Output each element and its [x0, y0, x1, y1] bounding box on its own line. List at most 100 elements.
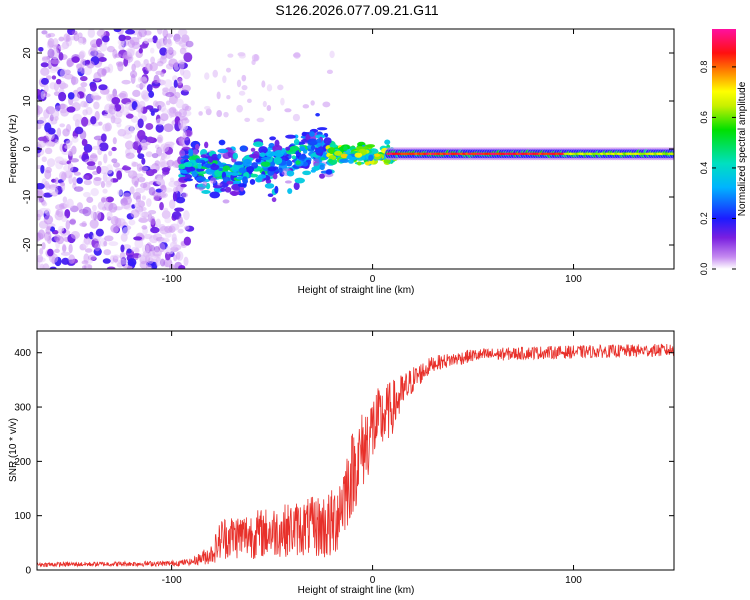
heatmap-cell [70, 76, 79, 85]
heatmap-cell [210, 176, 217, 184]
heatmap-cell [132, 89, 141, 98]
heatmap-cell [191, 170, 198, 178]
heatmap-cell [325, 169, 333, 175]
heatmap-cell [158, 192, 168, 199]
heatmap-cell [45, 166, 52, 174]
heatmap-cell [229, 149, 237, 154]
snr-axis-ticks: -100 0 100 0 100 200 300 400 [14, 331, 674, 586]
heatmap-cell [137, 176, 146, 183]
heatmap-cell [277, 84, 284, 91]
heatmap-cell [316, 127, 328, 131]
heatmap-cell [172, 191, 177, 202]
heatmap-cell [183, 210, 190, 221]
heatmap-cell [286, 170, 295, 177]
heatmap-cell [266, 104, 272, 112]
heatmap-cell [284, 108, 292, 113]
heatmap-cell [181, 192, 189, 198]
heatmap-cell [106, 211, 113, 220]
heatmap-cell [195, 158, 201, 164]
heatmap-cell [140, 206, 147, 212]
heatmap-cell [316, 138, 322, 143]
heatmap-cell [302, 170, 312, 176]
heatmap-cell [82, 191, 91, 198]
heatmap-cell [100, 133, 107, 142]
colorbar-tick-label: 0.4 [699, 162, 709, 175]
heatmap-cell [242, 159, 252, 167]
heatmap-cell [68, 148, 74, 157]
heatmap-cell [241, 84, 248, 91]
heatmap-cell [91, 204, 97, 212]
heatmap-cell [162, 87, 170, 92]
heatmap-cell [78, 209, 89, 214]
heatmap-cell [171, 233, 177, 242]
heatmap-cell [182, 37, 190, 43]
heatmap-cell [86, 164, 97, 170]
heatmap-cell [223, 111, 229, 118]
heatmap-cell [305, 134, 311, 141]
heatmap-cell [274, 185, 279, 194]
heatmap-cell [205, 163, 212, 169]
heatmap-cell [63, 33, 70, 42]
heatmap-cell [95, 228, 104, 237]
heatmap-cell [178, 119, 184, 130]
heatmap-cell [176, 251, 184, 261]
heatmap-cell [82, 175, 90, 180]
heatmap-cell [37, 136, 48, 142]
heatmap-cell [182, 137, 190, 141]
heatmap-cell [225, 67, 231, 73]
heatmap-cell [293, 182, 300, 191]
heatmap-cell [58, 52, 64, 61]
heatmap-cell [135, 105, 143, 113]
heatmap-cell [285, 134, 296, 139]
heatmap-cell [286, 160, 293, 167]
heatmap-cell [90, 187, 99, 197]
heatmap-cell [93, 177, 102, 182]
heatmap-cell [70, 231, 80, 240]
heatmap-cell [96, 29, 107, 38]
heatmap-cell [149, 234, 159, 244]
heatmap-cell [384, 139, 391, 145]
heatmap-cell [54, 177, 60, 185]
heatmap-cell [156, 78, 161, 83]
heatmap-cell [108, 105, 117, 115]
heatmap-cell [163, 207, 169, 214]
heatmap-cell [146, 198, 152, 208]
heatmap-cell [178, 108, 188, 118]
heatmap-cell [292, 113, 301, 122]
heatmap-cell [79, 222, 87, 227]
heatmap-cell [37, 140, 46, 148]
heatmap-cell [45, 33, 52, 38]
heatmap-cell [65, 124, 72, 133]
heatmap-cell [130, 73, 136, 84]
heatmap-cell [222, 75, 227, 84]
heatmap-cell [281, 147, 286, 154]
heatmap-cell [137, 129, 146, 140]
heatmap-cell [269, 160, 276, 167]
heatmap-cell [273, 149, 284, 158]
heatmap-cell [241, 74, 247, 82]
heatmap-cell [41, 156, 47, 163]
heatmap-cell [96, 165, 102, 174]
heatmap-cell [65, 140, 73, 147]
heatmap-cell [139, 216, 147, 223]
heatmap-cell [354, 152, 363, 158]
heatmap-cell [59, 123, 66, 128]
heatmap-cell [183, 52, 193, 63]
heatmap-cell [197, 162, 202, 170]
heatmap-cell [158, 101, 167, 112]
heatmap-cell [239, 145, 248, 152]
heatmap-cell [85, 59, 91, 65]
heatmap-cell [51, 75, 57, 80]
heatmap-cell [131, 246, 139, 253]
heatmap-cell [108, 150, 113, 157]
heatmap-cell [105, 164, 114, 175]
heatmap-cell [161, 167, 171, 173]
heatmap-cell [244, 117, 251, 122]
heatmap-cell [82, 238, 89, 249]
heatmap-cell [106, 266, 116, 269]
heatmap-cell [191, 149, 199, 156]
heatmap-cell [37, 190, 45, 198]
snr-y-label: SNR (10 * v/v) [8, 418, 19, 482]
heatmap-cell [155, 123, 164, 133]
